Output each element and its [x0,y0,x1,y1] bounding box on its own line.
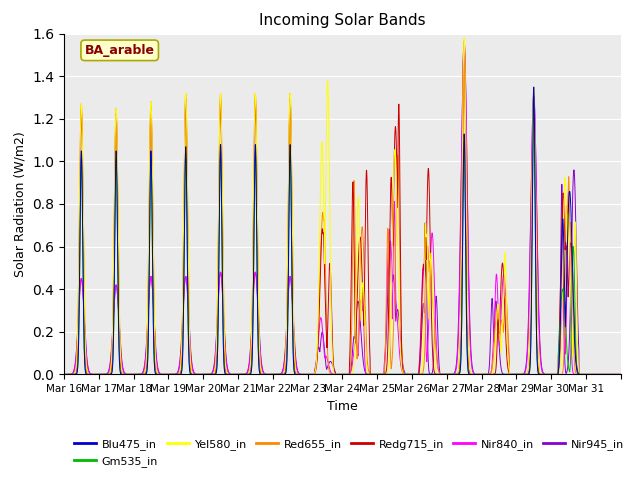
Nir840_in [175,364,183,370]
Redg715_in [537,372,545,377]
Yel580_in [537,371,545,377]
Redg715_in [393,162,401,168]
Yel580_in [523,372,531,377]
Line: Yel580_in: Yel580_in [64,38,621,374]
Red655_in [175,371,183,376]
Gm535_in [530,93,538,98]
Redg715_in [495,328,503,334]
Yel580_in [60,372,68,377]
Redg715_in [363,174,371,180]
Gm535_in [175,372,183,377]
Red655_in [495,332,503,338]
Nir840_in [363,372,371,377]
Nir945_in [617,372,625,377]
Blu475_in [393,372,401,377]
Redg715_in [175,371,183,377]
Blu475_in [363,372,371,377]
Yel580_in [393,197,401,203]
Gm535_in [617,372,625,377]
Line: Red655_in: Red655_in [64,40,621,374]
Line: Blu475_in: Blu475_in [64,87,621,374]
Gm535_in [60,372,68,377]
Yel580_in [460,35,468,41]
Redg715_in [617,372,625,377]
Nir840_in [617,372,625,377]
Yel580_in [495,314,503,320]
Nir840_in [523,363,531,369]
Nir840_in [537,360,545,366]
Nir840_in [460,39,468,45]
Title: Incoming Solar Bands: Incoming Solar Bands [259,13,426,28]
Nir840_in [393,307,401,313]
Nir945_in [523,359,531,364]
Blu475_in [537,372,545,377]
Blu475_in [522,372,530,377]
Gm535_in [537,372,545,377]
Nir945_in [495,342,503,348]
Line: Nir840_in: Nir840_in [64,42,621,374]
Red655_in [537,371,545,377]
Nir945_in [363,371,371,377]
Redg715_in [460,44,468,50]
Line: Nir945_in: Nir945_in [64,42,621,374]
Line: Redg715_in: Redg715_in [64,47,621,374]
Nir945_in [460,39,468,45]
Yel580_in [175,371,183,376]
Redg715_in [523,372,531,377]
Text: BA_arable: BA_arable [84,44,155,57]
Gm535_in [393,372,401,377]
Redg715_in [60,372,68,377]
Yel580_in [363,365,371,371]
X-axis label: Time: Time [327,400,358,413]
Gm535_in [522,372,530,377]
Blu475_in [495,372,503,377]
Line: Gm535_in: Gm535_in [64,96,621,374]
Gm535_in [363,372,371,377]
Nir945_in [175,362,183,368]
Y-axis label: Solar Radiation (W/m2): Solar Radiation (W/m2) [13,131,27,277]
Nir945_in [60,372,68,377]
Nir840_in [495,339,503,345]
Red655_in [60,372,68,377]
Red655_in [363,352,371,358]
Blu475_in [60,372,68,377]
Red655_in [617,372,625,377]
Nir945_in [393,309,401,315]
Blu475_in [617,372,625,377]
Red655_in [460,37,468,43]
Legend: Blu475_in, Gm535_in, Yel580_in, Red655_in, Redg715_in, Nir840_in, Nir945_in: Blu475_in, Gm535_in, Yel580_in, Red655_i… [70,435,628,471]
Gm535_in [495,372,503,377]
Blu475_in [530,84,538,90]
Yel580_in [617,372,625,377]
Nir840_in [60,372,68,377]
Red655_in [393,171,401,177]
Red655_in [523,372,531,377]
Blu475_in [175,372,183,377]
Nir945_in [537,356,545,361]
